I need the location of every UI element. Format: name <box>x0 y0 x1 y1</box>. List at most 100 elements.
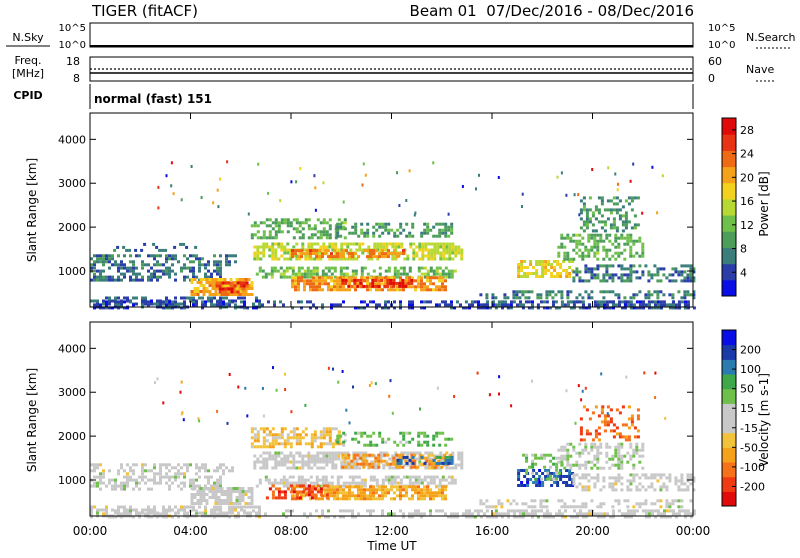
heatmap-cell <box>190 278 194 281</box>
heatmap-cell <box>270 272 274 276</box>
heatmap-cell <box>378 303 381 307</box>
heatmap-cell <box>424 248 428 252</box>
heatmap-cell <box>256 436 260 440</box>
heatmap-cell <box>319 487 323 491</box>
heatmap-cell <box>620 482 624 486</box>
heatmap-cell <box>345 276 348 280</box>
heatmap-cell <box>301 236 305 240</box>
heatmap-cell <box>229 502 233 505</box>
heatmap-cell <box>438 484 442 488</box>
heatmap-cell <box>442 257 446 261</box>
heatmap-cell <box>291 481 295 485</box>
heatmap-cell <box>533 505 537 509</box>
heatmap-cell <box>553 269 557 272</box>
heatmap-cell <box>340 451 344 455</box>
heatmap-cell <box>357 440 361 444</box>
heatmap-cell <box>384 276 387 280</box>
heatmap-cell <box>515 290 519 294</box>
heatmap-cell <box>608 445 612 449</box>
heatmap-cell <box>274 242 278 246</box>
heatmap-cell <box>156 472 159 476</box>
heatmap-cell <box>447 515 450 519</box>
heatmap-cell <box>144 508 147 512</box>
heatmap-cell <box>420 234 424 238</box>
heatmap-cell <box>111 508 114 512</box>
heatmap-cell <box>153 263 156 267</box>
heatmap-cell <box>641 254 645 258</box>
heatmap-cell <box>460 251 464 255</box>
heatmap-cell <box>433 251 437 255</box>
heatmap-cell <box>232 487 236 490</box>
heatmap-cell <box>135 463 138 467</box>
heatmap-cell <box>553 266 557 269</box>
heatmap-cell <box>309 285 312 289</box>
heatmap-cell <box>205 290 209 293</box>
heatmap-cell <box>132 508 135 512</box>
heatmap-cell <box>339 497 342 501</box>
heatmap-cell <box>674 515 678 519</box>
heatmap-cell <box>156 260 159 264</box>
heatmap-cell <box>432 161 435 165</box>
heatmap-cell <box>264 275 268 279</box>
heatmap-cell <box>408 485 411 489</box>
heatmap-cell <box>165 272 168 276</box>
heatmap-cell <box>587 293 591 297</box>
heatmap-cell <box>90 512 93 516</box>
heatmap-cell <box>390 252 393 256</box>
heatmap-cell <box>531 300 534 304</box>
heatmap-cell <box>303 488 306 492</box>
heatmap-cell <box>352 460 356 464</box>
heatmap-cell <box>298 433 302 437</box>
heatmap-cell <box>584 515 588 519</box>
heatmap-cell <box>599 505 603 509</box>
heatmap-cell <box>223 502 227 505</box>
heatmap-cell <box>304 403 307 407</box>
heatmap-cell <box>334 251 338 255</box>
heatmap-cell <box>680 479 684 483</box>
heatmap-cell <box>432 497 435 501</box>
heatmap-cell <box>235 278 239 281</box>
heatmap-cell <box>568 272 572 275</box>
heatmap-cell <box>535 269 539 272</box>
heatmap-cell <box>394 242 398 246</box>
heatmap-cell <box>123 512 126 516</box>
heatmap-cell <box>331 445 335 449</box>
heatmap-cell <box>313 242 317 246</box>
heatmap-cell <box>394 257 398 261</box>
heatmap-cell <box>325 233 329 237</box>
heatmap-cell <box>253 466 257 470</box>
heatmap-cell <box>339 252 342 256</box>
heatmap-cell <box>198 511 201 515</box>
heatmap-cell <box>629 279 633 283</box>
heatmap-cell <box>683 488 687 492</box>
heatmap-cell <box>527 300 531 304</box>
colorbar-segment <box>722 462 736 478</box>
heatmap-cell <box>262 248 266 252</box>
heatmap-cell <box>603 303 606 307</box>
heatmap-cell <box>520 266 524 269</box>
heatmap-cell <box>626 505 630 509</box>
heatmap-cell <box>117 505 120 509</box>
heatmap-cell <box>641 242 645 246</box>
heatmap-cell <box>256 248 260 252</box>
heatmap-cell <box>476 512 480 516</box>
heatmap-cell <box>457 451 461 455</box>
heatmap-cell <box>599 466 603 470</box>
heatmap-cell <box>211 287 215 290</box>
heatmap-cell <box>297 282 300 286</box>
heatmap-cell <box>274 466 278 470</box>
heatmap-cell <box>315 509 318 513</box>
heatmap-cell <box>641 211 644 215</box>
heatmap-cell <box>114 263 117 267</box>
heatmap-cell <box>532 272 536 275</box>
heatmap-cell <box>168 269 171 273</box>
heatmap-cell <box>408 458 412 462</box>
heatmap-cell <box>638 488 642 492</box>
heatmap-cell <box>626 451 630 455</box>
heatmap-cell <box>529 260 533 263</box>
heatmap-cell <box>435 491 438 495</box>
heatmap-cell <box>313 460 317 464</box>
heatmap-cell <box>210 508 213 512</box>
heatmap-cell <box>225 257 228 261</box>
heatmap-cell <box>512 300 516 304</box>
